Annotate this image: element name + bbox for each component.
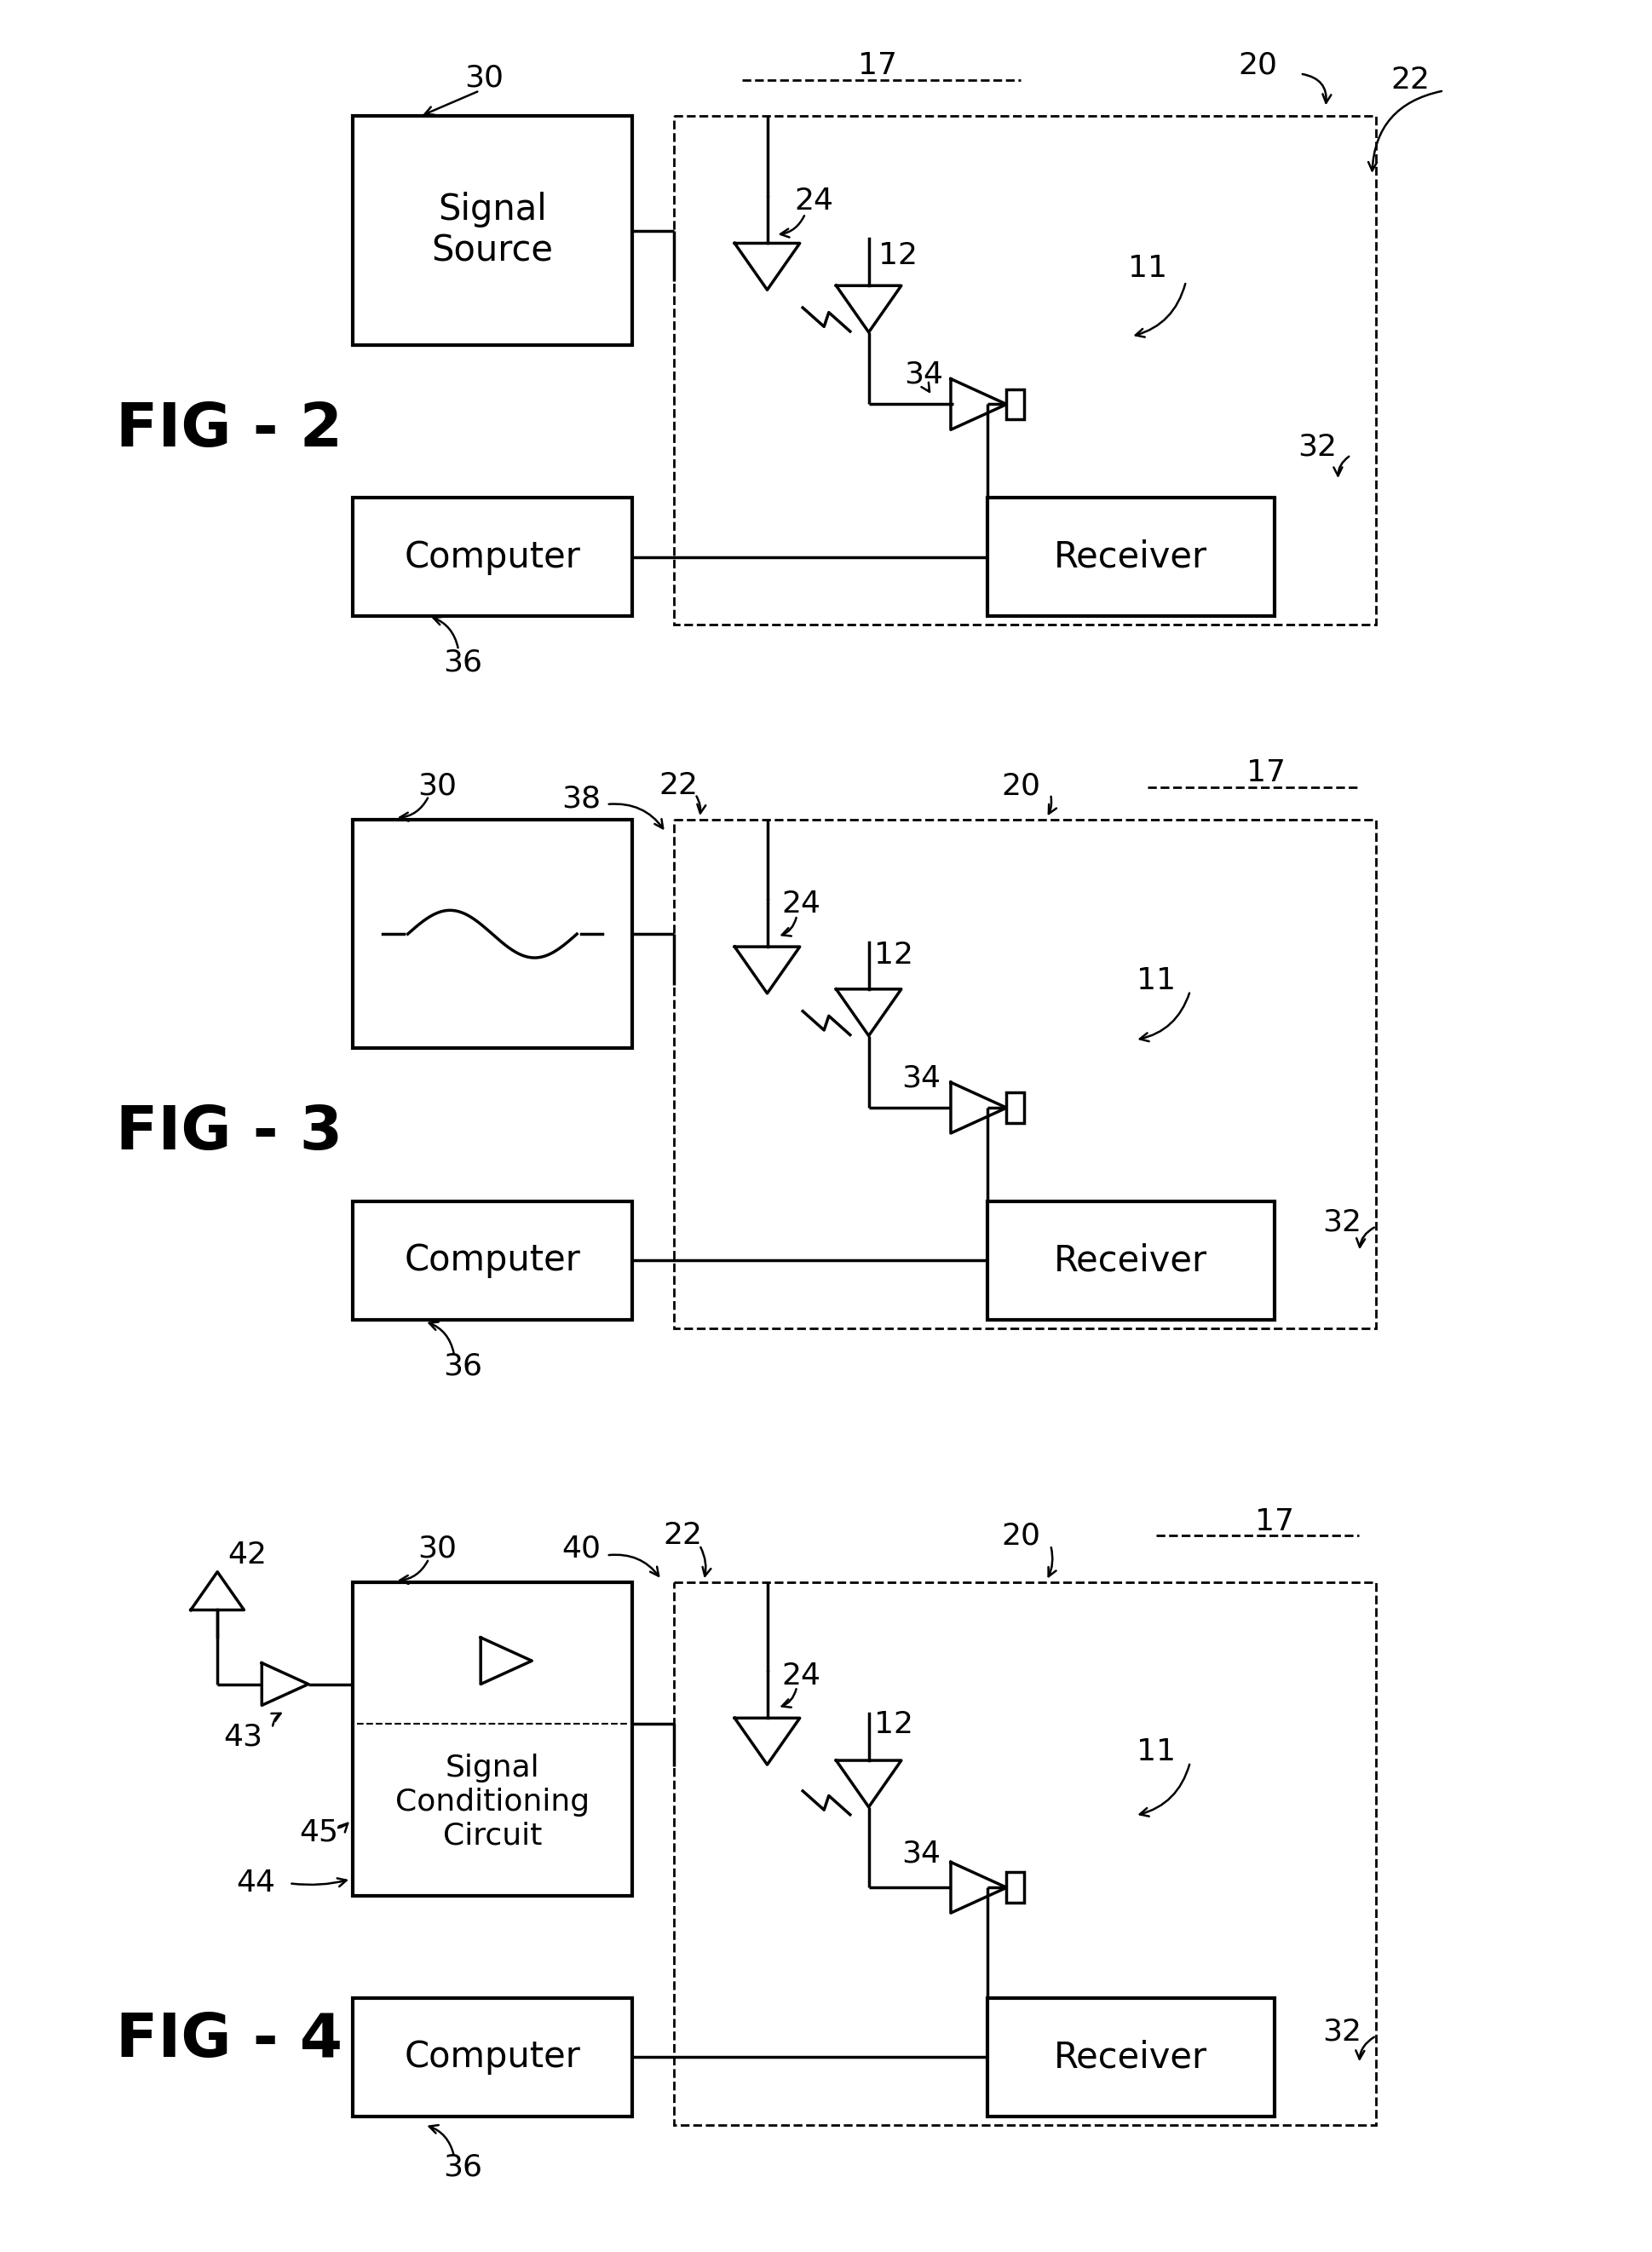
Text: 30: 30: [418, 770, 456, 799]
Text: 11: 11: [1137, 966, 1175, 995]
Text: 32: 32: [1297, 432, 1336, 462]
Text: 12: 12: [874, 941, 914, 971]
Bar: [674, 117, 1376, 624]
Bar: [352, 117, 631, 345]
Bar: [986, 498, 1274, 617]
Text: Signal
Conditioning
Circuit: Signal Conditioning Circuit: [395, 1754, 590, 1849]
Bar: [1006, 1871, 1024, 1903]
Text: 42: 42: [228, 1540, 266, 1570]
Text: 36: 36: [443, 649, 482, 678]
Bar: [986, 1998, 1274, 2117]
Text: Computer: Computer: [405, 2038, 580, 2074]
Text: 36: 36: [443, 1351, 482, 1380]
Text: Computer: Computer: [405, 538, 580, 574]
Text: 34: 34: [904, 360, 943, 390]
Bar: [352, 820, 631, 1049]
Text: FIG - 4: FIG - 4: [116, 2011, 342, 2070]
Text: FIG - 3: FIG - 3: [116, 1103, 342, 1162]
Text: Computer: Computer: [405, 1243, 580, 1279]
Text: 20: 20: [1001, 770, 1041, 799]
Text: 30: 30: [464, 63, 504, 92]
Text: 34: 34: [900, 1063, 940, 1092]
Text: FIG - 2: FIG - 2: [116, 401, 342, 459]
Text: 34: 34: [900, 1840, 940, 1869]
Text: 20: 20: [1001, 1522, 1041, 1549]
Text: 22: 22: [1389, 65, 1429, 95]
Text: 24: 24: [793, 187, 833, 216]
Text: 30: 30: [418, 1534, 456, 1563]
Bar: [986, 1200, 1274, 1320]
Text: 22: 22: [662, 1522, 702, 1549]
Text: 24: 24: [781, 1662, 821, 1691]
Text: 38: 38: [562, 784, 600, 813]
Text: 12: 12: [874, 1709, 914, 1739]
Text: Signal
Source: Signal Source: [431, 191, 553, 270]
Text: 17: 17: [1246, 759, 1285, 788]
Text: 22: 22: [659, 770, 697, 799]
Text: 17: 17: [1254, 1507, 1294, 1536]
Text: 43: 43: [223, 1723, 263, 1752]
Text: 36: 36: [443, 2153, 482, 2182]
Text: Receiver: Receiver: [1054, 538, 1208, 574]
Text: 20: 20: [1237, 52, 1277, 79]
Bar: [674, 820, 1376, 1329]
Text: 17: 17: [857, 52, 897, 79]
Text: 45: 45: [299, 1817, 339, 1847]
Bar: [352, 498, 631, 617]
Text: 12: 12: [879, 241, 917, 270]
Bar: [352, 1200, 631, 1320]
Text: Receiver: Receiver: [1054, 1243, 1208, 1279]
Text: 44: 44: [236, 1869, 274, 1898]
Text: 32: 32: [1322, 2018, 1361, 2047]
Bar: [1006, 390, 1024, 419]
Text: Receiver: Receiver: [1054, 2038, 1208, 2074]
Text: 32: 32: [1322, 1207, 1361, 1236]
Bar: [352, 1998, 631, 2117]
Text: 24: 24: [781, 890, 821, 919]
Bar: [352, 1583, 631, 1896]
Text: 11: 11: [1137, 1739, 1175, 1766]
Bar: [674, 1583, 1376, 2126]
Text: 11: 11: [1128, 254, 1166, 284]
Bar: [1006, 1092, 1024, 1124]
Text: 40: 40: [562, 1534, 600, 1563]
